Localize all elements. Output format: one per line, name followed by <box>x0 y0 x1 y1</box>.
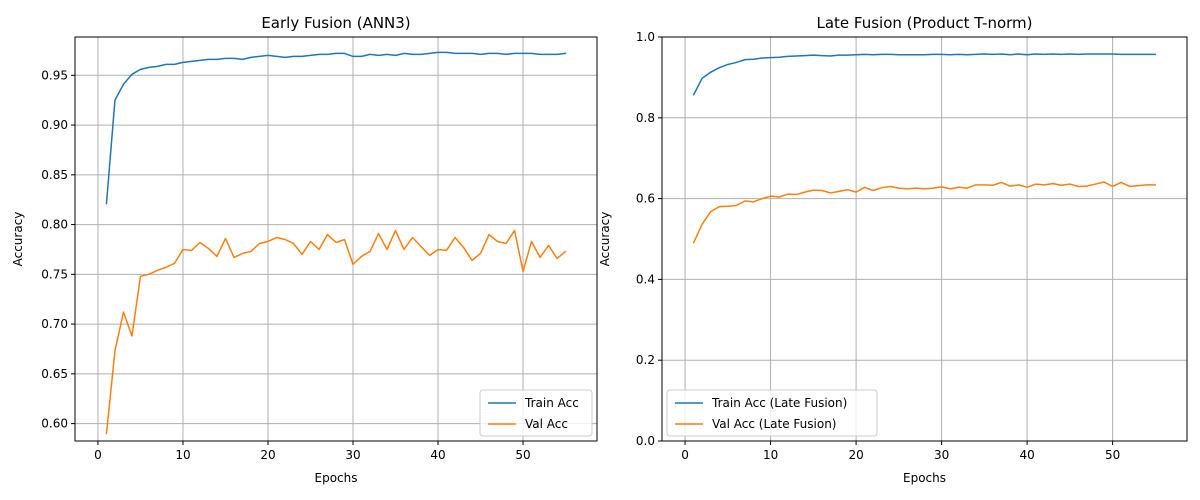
y-tick-label: 0.85 <box>41 168 68 182</box>
x-tick-label: 50 <box>515 448 530 462</box>
chart-title: Early Fusion (ANN3) <box>261 14 410 32</box>
legend-label: Train Acc (Late Fusion) <box>711 396 847 410</box>
y-axis-label: Accuracy <box>598 212 612 267</box>
y-tick-label: 0.0 <box>636 434 655 448</box>
chart-panel-2: 0 10 20 30 40 50 0.0 0.2 0.4 0.6 0.8 1.0 Late Fusion… <box>598 14 1188 485</box>
x-axis-label: Epochs <box>315 471 358 485</box>
legend-label: Val Acc (Late Fusion) <box>712 417 836 431</box>
x-tick-label: 20 <box>848 448 863 462</box>
x-tick-label: 0 <box>94 448 102 462</box>
y-tick-label: 0.60 <box>41 417 68 431</box>
legend: Train Acc Val Acc <box>479 389 593 437</box>
series-line-train-acc <box>105 51 567 205</box>
legend-label: Train Acc <box>524 396 579 410</box>
x-tick-label: 40 <box>430 448 445 462</box>
plot-frame <box>74 36 598 442</box>
y-tick-label: 1.0 <box>636 30 655 44</box>
y-tick-label: 0.8 <box>636 111 655 125</box>
y-tick-label: 0.2 <box>636 353 655 367</box>
chart-title: Late Fusion (Product T-norm) <box>817 14 1033 32</box>
y-tick-label: 0.6 <box>636 192 655 206</box>
x-tick-label: 10 <box>175 448 190 462</box>
x-axis-label: Epochs <box>903 471 946 485</box>
legend: Train Acc (Late Fusion) Val Acc (Late Fus… <box>666 389 878 437</box>
series-line-val-acc <box>105 229 567 435</box>
legend-box <box>666 389 878 437</box>
y-axis-label: Accuracy <box>11 212 25 267</box>
y-tick-label: 0.95 <box>41 68 68 82</box>
y-tick-label: 0.65 <box>41 367 68 381</box>
y-tick-label: 0.90 <box>41 118 68 132</box>
x-tick-label: 20 <box>260 448 275 462</box>
x-tick-label: 40 <box>1019 448 1034 462</box>
x-tick-label: 10 <box>763 448 778 462</box>
y-tick-label: 0.70 <box>41 317 68 331</box>
y-tick-label: 0.75 <box>41 267 68 281</box>
series-line-val-acc-late-fusion <box>692 181 1157 244</box>
x-tick-label: 0 <box>681 448 689 462</box>
x-tick-label: 30 <box>934 448 949 462</box>
series-line-train-acc-late-fusion <box>692 53 1157 96</box>
chart-panel-1: 0 10 20 30 40 50 0.60 0.65 0.70 0.75 0.80 0.85 0.90 0… <box>11 14 598 485</box>
legend-label: Val Acc <box>525 417 568 431</box>
x-tick-label: 30 <box>345 448 360 462</box>
x-tick-label: 50 <box>1105 448 1120 462</box>
plot-frame <box>661 36 1188 442</box>
y-tick-label: 0.4 <box>636 272 655 286</box>
y-tick-label: 0.80 <box>41 218 68 232</box>
